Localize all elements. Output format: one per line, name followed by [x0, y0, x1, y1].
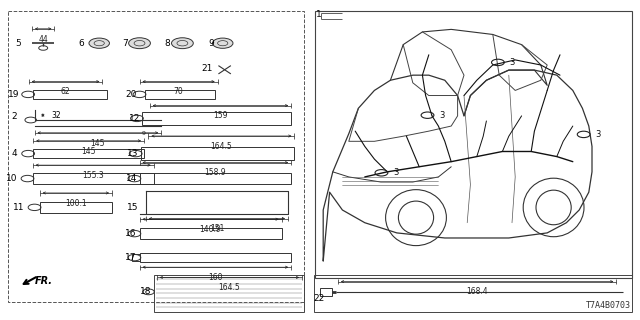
Circle shape	[212, 38, 233, 48]
Text: 22: 22	[313, 294, 324, 303]
Bar	[142, 112, 291, 125]
Bar	[33, 90, 107, 99]
Text: 2: 2	[12, 112, 17, 121]
Text: 3: 3	[509, 58, 515, 67]
Bar	[320, 288, 332, 296]
Text: 3: 3	[595, 130, 600, 139]
Text: 32: 32	[51, 111, 61, 120]
Text: 145: 145	[91, 139, 105, 148]
Text: 3: 3	[393, 168, 398, 177]
Bar	[154, 275, 304, 312]
Bar	[140, 173, 291, 184]
Text: 4: 4	[12, 149, 17, 158]
Text: 11: 11	[13, 203, 25, 212]
Text: 9: 9	[209, 39, 214, 48]
Text: 17: 17	[125, 253, 137, 262]
Text: 158.9: 158.9	[205, 168, 226, 177]
Text: T7A4B0703: T7A4B0703	[586, 301, 630, 310]
Text: 6: 6	[79, 39, 84, 48]
Text: 9: 9	[142, 131, 146, 136]
Bar	[8, 11, 304, 302]
Text: 140.9: 140.9	[200, 225, 221, 234]
Text: 164.5: 164.5	[219, 283, 240, 292]
Bar	[40, 202, 112, 213]
Text: 62: 62	[61, 87, 70, 96]
Circle shape	[89, 38, 109, 48]
Circle shape	[172, 38, 193, 49]
Text: 145: 145	[81, 147, 96, 156]
Text: 168.4: 168.4	[467, 287, 488, 296]
Text: 10: 10	[6, 174, 17, 183]
Text: 160: 160	[208, 273, 223, 282]
Text: 7: 7	[122, 39, 127, 48]
Text: 70: 70	[173, 87, 184, 96]
Text: 21: 21	[201, 64, 212, 73]
Text: 1: 1	[316, 10, 322, 19]
Text: 14: 14	[126, 174, 138, 183]
Bar	[141, 147, 294, 160]
Text: 159: 159	[213, 111, 228, 120]
Text: 19: 19	[8, 90, 20, 99]
Bar	[132, 254, 140, 261]
Text: 12: 12	[129, 114, 140, 123]
Text: 164.5: 164.5	[211, 142, 232, 151]
Bar	[140, 228, 282, 239]
Text: 8: 8	[165, 39, 170, 48]
Bar	[314, 275, 632, 312]
Circle shape	[129, 38, 150, 49]
Text: 20: 20	[125, 90, 137, 99]
Bar	[315, 11, 632, 278]
Text: 100.1: 100.1	[65, 199, 86, 208]
Text: 15: 15	[127, 203, 138, 212]
Text: 5: 5	[15, 39, 20, 48]
Bar	[33, 149, 144, 158]
Bar	[140, 253, 291, 262]
Text: FR.: FR.	[35, 276, 53, 286]
Text: 44: 44	[38, 35, 48, 44]
Bar	[145, 90, 215, 99]
Text: 16: 16	[125, 229, 137, 238]
Text: 155.3: 155.3	[83, 171, 104, 180]
Text: 18: 18	[140, 287, 152, 296]
Bar	[33, 173, 154, 184]
Text: 151: 151	[210, 224, 224, 233]
Text: 3: 3	[439, 111, 444, 120]
Text: 13: 13	[127, 149, 139, 158]
